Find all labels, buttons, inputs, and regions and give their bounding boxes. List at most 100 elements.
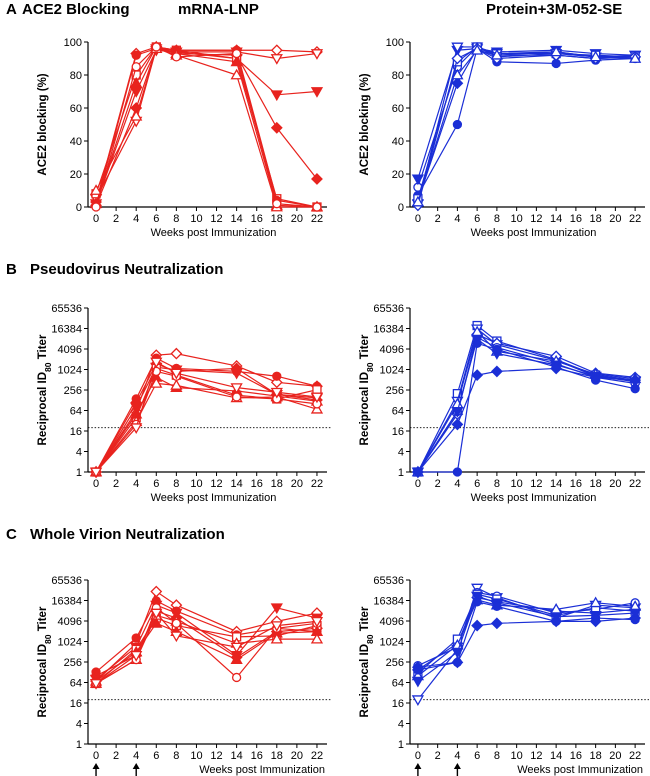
y-tick-label: 16: [392, 698, 404, 710]
data-point: [170, 379, 183, 390]
y-tick-label: 16384: [373, 324, 404, 336]
data-point: [413, 665, 423, 675]
data-point: [310, 87, 324, 98]
series-line: [95, 46, 317, 208]
y-tick-label: 4096: [58, 344, 82, 356]
series-tri_down_open: [411, 324, 642, 479]
chart-a-right: 0 20 40 60 80 100 0 2 4 6 8 10 12 14 16 18 20 22 ACE2 bloc…: [359, 37, 645, 239]
series-circle_open: [91, 42, 322, 212]
x-tick-label: 20: [291, 750, 303, 762]
y-tick-label: 256: [64, 385, 82, 397]
data-point: [230, 68, 243, 80]
series-line: [417, 47, 636, 180]
data-point: [270, 387, 283, 399]
x-tick-label: 10: [511, 478, 523, 490]
x-tick-label: 8: [173, 478, 179, 490]
data-point: [451, 647, 464, 659]
series-line: [417, 338, 636, 473]
y-tick-label: 80: [392, 70, 404, 82]
x-tick-label: 14: [230, 213, 242, 225]
series-line: [95, 46, 318, 208]
series-diamond_filled: [90, 42, 323, 212]
data-point: [150, 357, 163, 369]
data-point: [270, 621, 283, 632]
y-tick-label: 1024: [380, 637, 404, 649]
data-point: [590, 613, 601, 623]
x-tick-label: 4: [133, 750, 139, 762]
x-tick-label: 6: [153, 213, 159, 225]
series-tri_up_open: [89, 609, 324, 688]
y-tick-label: 60: [70, 103, 82, 115]
x-tick-label: 14: [230, 478, 242, 490]
y-tick-label: 4: [398, 719, 404, 731]
y-tick-label: 16: [70, 698, 82, 710]
data-point: [131, 50, 141, 60]
series-diamond_filled: [411, 612, 642, 674]
y-tick-label: 100: [64, 37, 82, 49]
data-point: [312, 202, 322, 212]
data-point: [130, 76, 143, 88]
immunization-arrowhead: [132, 763, 140, 769]
data-point: [151, 42, 161, 52]
data-point: [471, 369, 484, 382]
series-line: [95, 46, 318, 208]
y-tick-label: 256: [386, 657, 404, 669]
x-tick-label: 0: [415, 213, 421, 225]
series-circle_open: [413, 332, 640, 477]
x-tick-label: 12: [210, 750, 222, 762]
series-line: [95, 47, 318, 208]
data-point: [170, 368, 183, 380]
series-diamond_open: [90, 41, 323, 208]
series-square_open: [413, 320, 640, 477]
series-line: [417, 46, 636, 199]
x-tick-label: 16: [570, 478, 582, 490]
y-tick-label: 0: [76, 202, 82, 214]
x-tick-label: 8: [494, 213, 500, 225]
column-title-protein: Protein+3M-052-SE: [486, 1, 622, 18]
x-tick-label: 2: [435, 213, 441, 225]
series-line: [417, 336, 636, 473]
series-circle_open: [413, 42, 640, 192]
data-point: [310, 392, 324, 404]
x-tick-label: 4: [133, 478, 139, 490]
y-tick-label: 1: [76, 739, 82, 751]
data-point: [492, 344, 502, 355]
data-point: [171, 618, 182, 628]
y-tick-label: 4: [398, 447, 404, 459]
x-tick-label: 0: [93, 750, 99, 762]
x-tick-label: 12: [530, 750, 542, 762]
chart-a-left: 0 20 40 60 80 100 0 2 4 6 8 10 12 14 16 18 20 22 ACE2 bloc…: [37, 37, 327, 239]
series-tri_down_filled: [89, 45, 324, 211]
y-tick-label: 80: [70, 70, 82, 82]
x-tick-label: 8: [173, 213, 179, 225]
x-tick-label: 10: [511, 213, 523, 225]
y-tick-label: 20: [70, 169, 82, 181]
series-line: [417, 46, 636, 204]
y-tick-label: 65536: [51, 303, 82, 315]
data-point: [411, 174, 425, 186]
data-point: [130, 423, 143, 435]
data-point: [310, 632, 324, 644]
x-tick-label: 12: [210, 213, 222, 225]
data-point: [411, 195, 425, 207]
x-tick-label: 20: [609, 213, 621, 225]
x-tick-label: 16: [251, 213, 263, 225]
x-tick-label: 10: [190, 213, 202, 225]
series-tri_down_open: [89, 44, 324, 206]
x-tick-label: 12: [530, 213, 542, 225]
y-tick-label: 20: [392, 169, 404, 181]
x-axis-title: Weeks post Immunization: [199, 764, 325, 776]
data-point: [130, 651, 143, 662]
y-axis-title: ACE2 blocking (%): [359, 73, 371, 175]
data-point: [231, 392, 242, 402]
y-tick-label: 4: [76, 719, 82, 731]
data-point: [270, 44, 283, 57]
data-point: [472, 597, 482, 607]
data-point: [230, 642, 243, 654]
x-tick-label: 22: [629, 750, 641, 762]
data-point: [411, 676, 425, 688]
series-diamond_filled: [90, 605, 323, 682]
